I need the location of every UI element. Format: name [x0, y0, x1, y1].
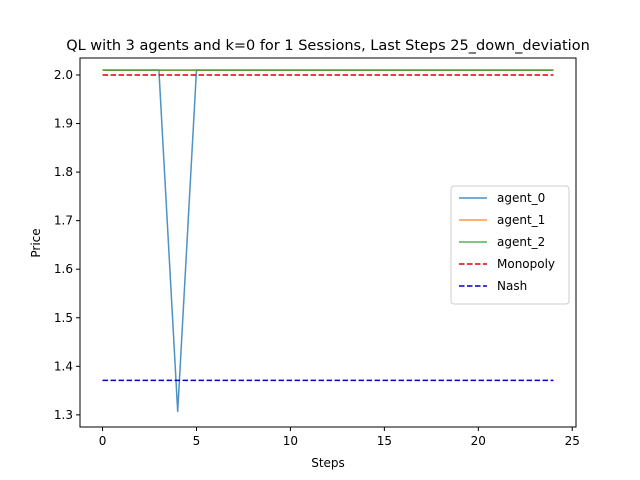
x-tick-label: 10: [283, 434, 298, 448]
y-axis: 1.3 1.4 1.5 1.6 1.7 1.8 1.9 2.0: [54, 68, 80, 422]
y-tick-label: 1.5: [54, 311, 73, 325]
y-tick-label: 1.7: [54, 214, 73, 228]
y-tick-label: 2.0: [54, 68, 73, 82]
y-tick-label: 1.9: [54, 117, 73, 131]
x-axis: 0 5 10 15 20 25: [99, 427, 580, 448]
legend: agent_0 agent_1 agent_2 Monopoly Nash: [450, 185, 570, 305]
x-tick-label: 25: [565, 434, 580, 448]
legend-label: agent_2: [497, 235, 545, 249]
axes-frame: [79, 57, 577, 428]
y-tick-label: 1.4: [54, 359, 73, 373]
legend-label: Monopoly: [497, 257, 555, 271]
x-tick-label: 0: [99, 434, 107, 448]
x-axis-label: Steps: [311, 456, 345, 470]
chart-title: QL with 3 agents and k=0 for 1 Sessions,…: [66, 38, 590, 54]
y-axis-label: Price: [29, 228, 43, 257]
legend-box: [450, 185, 570, 305]
y-tick-label: 1.6: [54, 262, 73, 276]
plot-area: [102, 69, 554, 413]
x-tick-label: 15: [377, 434, 392, 448]
y-tick-label: 1.8: [54, 165, 73, 179]
legend-label: agent_1: [497, 213, 545, 227]
legend-label: agent_0: [497, 191, 545, 205]
x-tick-label: 20: [471, 434, 486, 448]
x-tick-label: 5: [193, 434, 201, 448]
y-tick-label: 1.3: [54, 408, 73, 422]
legend-label: Nash: [497, 279, 527, 293]
